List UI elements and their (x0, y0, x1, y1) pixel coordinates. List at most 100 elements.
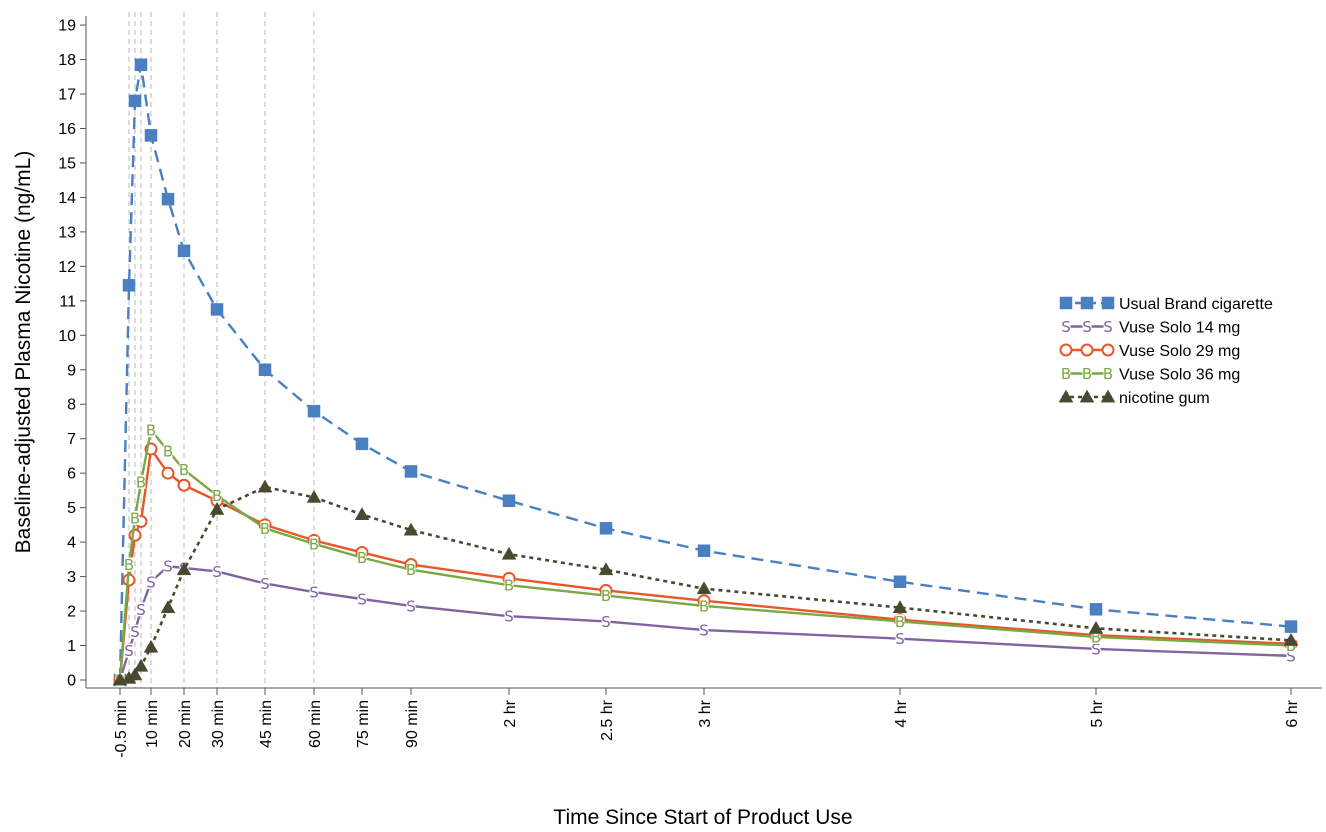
data-point-glyph: S (124, 642, 134, 660)
data-point-glyph: B (212, 487, 222, 505)
data-point (177, 478, 191, 492)
data-point-glyph: S (1091, 640, 1101, 658)
data-point-glyph: B (895, 613, 905, 631)
y-axis-title: Baseline-adjusted Plasma Nicotine (ng/mL… (12, 151, 35, 554)
data-point-glyph: S (1286, 647, 1296, 665)
data-point (124, 643, 134, 658)
data-point-glyph: S (309, 584, 319, 602)
legend-item: Usual Brand cigarette (1059, 296, 1273, 313)
data-point (1089, 603, 1103, 616)
data-point (1101, 343, 1115, 357)
data-point-glyph: S (212, 563, 222, 581)
data-point-glyph: B (309, 535, 319, 553)
data-point-glyph: S (1103, 318, 1113, 336)
y-tick-label: 12 (58, 259, 76, 276)
data-point (163, 559, 173, 574)
data-point (163, 443, 173, 458)
data-point-glyph: B (130, 509, 140, 527)
data-point-glyph: B (406, 561, 416, 579)
x-tick-label: 2 hr (502, 699, 519, 727)
data-point (892, 600, 908, 614)
data-point-glyph: B (136, 473, 146, 491)
data-point (146, 423, 156, 438)
data-point-glyph: B (1082, 365, 1092, 383)
y-tick-label: 15 (58, 155, 76, 172)
legend-label: Vuse Solo 36 mg (1119, 367, 1240, 384)
data-point (176, 562, 192, 576)
data-point (210, 303, 224, 316)
data-point (127, 667, 143, 681)
data-point (502, 494, 516, 508)
x-tick-label: 10 min (144, 700, 161, 748)
data-point (130, 624, 140, 639)
x-tick-label: 4 hr (893, 699, 910, 727)
data-point (354, 507, 370, 520)
data-point (599, 522, 613, 535)
data-point-glyph: B (699, 597, 709, 615)
x-tick-label: 20 min (177, 700, 194, 748)
data-point (258, 363, 272, 377)
y-tick-label: 2 (67, 604, 76, 621)
data-point (124, 557, 134, 572)
data-point-glyph: S (163, 558, 173, 576)
y-tick-label: 14 (58, 190, 76, 207)
data-point (406, 562, 416, 577)
data-point-glyph: B (260, 520, 270, 538)
x-tick-label: 6 hr (1284, 699, 1301, 727)
data-point (179, 462, 189, 477)
y-tick-label: 8 (67, 397, 76, 414)
data-point-glyph: S (357, 590, 367, 608)
data-point (406, 598, 416, 613)
data-point-glyph: B (1091, 628, 1101, 646)
data-point (128, 94, 142, 108)
data-point-glyph: S (406, 597, 416, 615)
y-tick-label: 19 (58, 18, 76, 35)
data-point (1286, 648, 1296, 663)
x-axis-title: Time Since Start of Product Use (553, 806, 852, 829)
data-point (257, 479, 273, 493)
x-tick-label: 45 min (258, 700, 275, 748)
data-point (1080, 296, 1094, 310)
data-point-glyph: B (504, 577, 514, 595)
data-point (212, 488, 222, 503)
data-point (136, 474, 146, 489)
y-tick-label: 11 (59, 293, 76, 310)
legend-item: S S S Vuse Solo 14 mg (1061, 318, 1240, 337)
data-point (1088, 620, 1104, 634)
data-point-glyph: S (1082, 318, 1092, 336)
series (112, 479, 1299, 686)
data-point (1058, 389, 1074, 403)
data-point-glyph: B (357, 549, 367, 567)
data-point-glyph: S (130, 623, 140, 641)
y-tick-label: 16 (58, 121, 76, 138)
data-point-glyph: S (1061, 318, 1071, 336)
legend-label: Vuse Solo 29 mg (1119, 343, 1240, 360)
data-point (1283, 632, 1299, 646)
data-point (1079, 389, 1095, 403)
data-point (598, 562, 614, 576)
data-point (504, 578, 514, 593)
legend-item: Vuse Solo 29 mg (1059, 343, 1240, 360)
x-tick-label: 5 hr (1089, 699, 1106, 727)
series-line (119, 485, 1292, 682)
legend-label: Vuse Solo 14 mg (1119, 320, 1240, 337)
data-point (209, 501, 225, 515)
data-point (260, 521, 270, 536)
data-point-glyph: B (1061, 365, 1071, 383)
data-point (893, 575, 907, 589)
y-tick-label: 9 (67, 362, 76, 379)
data-point (404, 465, 418, 478)
data-point (260, 576, 270, 591)
x-tick-label: 90 min (404, 700, 421, 748)
data-point-glyph: B (1286, 637, 1296, 655)
data-point (143, 639, 159, 653)
data-point-glyph: B (179, 461, 189, 479)
y-tick-label: 0 (67, 673, 76, 690)
data-point-glyph: S (601, 613, 611, 631)
data-point (357, 591, 367, 606)
data-point (307, 404, 321, 418)
data-point (357, 550, 367, 565)
